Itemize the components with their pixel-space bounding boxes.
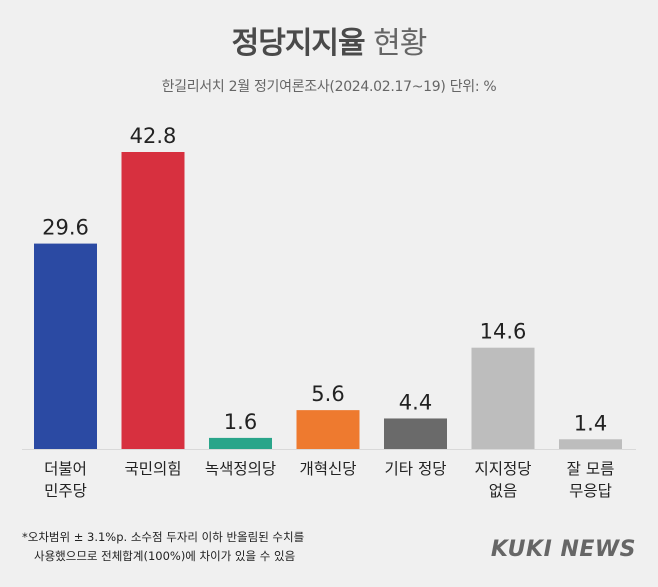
footnote-line-1: *오차범위 ± 3.1%p. 소수점 두자리 이하 반올림된 수치를	[22, 530, 305, 544]
category-label-5-0: 지지정당	[474, 460, 531, 478]
category-label-3-0: 개혁신당	[299, 460, 356, 478]
category-label-6-1: 무응답	[569, 482, 612, 500]
bar-3	[296, 410, 360, 449]
value-label-0: 29.6	[42, 216, 89, 240]
category-label-4-0: 기타 정당	[385, 460, 447, 478]
category-label-2-0: 녹색정의당	[205, 460, 276, 478]
category-label-1-0: 국민의힘	[124, 460, 181, 478]
category-label-0-1: 민주당	[44, 482, 87, 500]
chart-title-main: 정당지지율	[231, 26, 366, 61]
category-label-5-1: 없음	[489, 482, 518, 500]
bar-0	[34, 243, 97, 449]
bar-1	[121, 152, 185, 449]
chart-title-suffix: 현황	[373, 26, 427, 61]
bar-5	[471, 347, 535, 449]
bar-4	[384, 418, 447, 449]
kuki-news-logo: KUKI NEWS	[490, 537, 636, 562]
footnote-line-2: 사용했으므로 전체합계(100%)에 차이가 있을 수 있음	[34, 549, 296, 563]
value-label-1: 42.8	[130, 124, 177, 148]
value-label-5: 14.6	[480, 320, 527, 344]
chart-title: 정당지지율 현황	[0, 18, 658, 62]
category-label-6-0: 잘 모름	[567, 460, 615, 478]
value-label-4: 4.4	[399, 390, 432, 414]
chart-subtitle: 한길리서치 2월 정기여론조사(2024.02.17~19) 단위: %	[161, 79, 497, 95]
category-label-0-0: 더불어	[44, 460, 87, 478]
bar-6	[559, 439, 622, 449]
value-label-2: 1.6	[224, 410, 257, 434]
value-label-3: 5.6	[311, 382, 344, 406]
value-label-6: 1.4	[574, 411, 607, 435]
footnote: *오차범위 ± 3.1%p. 소수점 두자리 이하 반올림된 수치를 사용했으므…	[22, 528, 304, 566]
bar-2	[209, 437, 272, 449]
